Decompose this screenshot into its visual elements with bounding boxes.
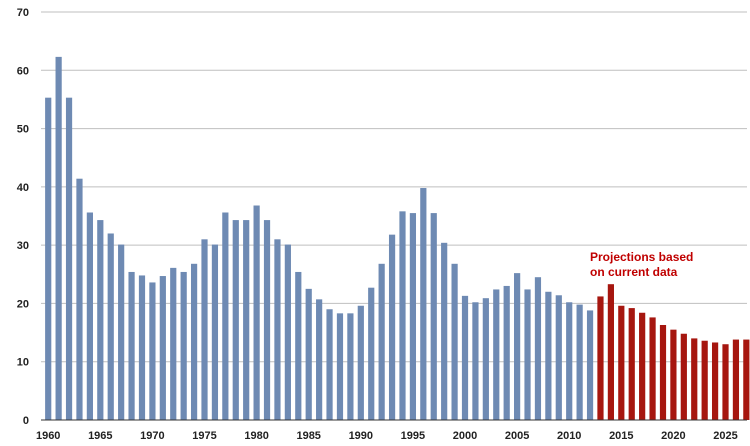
- x-tick-label: 2005: [505, 430, 529, 442]
- x-axis-ticks: 1960 1965 1970 1975 1980 1985 1990 1995 2000 2005…: [36, 430, 738, 442]
- bar-1989: [347, 313, 354, 420]
- bar-2008: [545, 291, 552, 420]
- projection-bar-2017: [639, 312, 646, 420]
- y-tick-label: 60: [17, 65, 29, 77]
- projection-bar-2020: [670, 329, 677, 420]
- bar-2002: [482, 298, 489, 420]
- projection-bar-2023: [701, 340, 708, 420]
- bar-1975: [201, 239, 208, 420]
- bar-1963: [76, 178, 83, 420]
- x-tick-label: 2025: [713, 430, 737, 442]
- bar-1976: [211, 244, 219, 420]
- projection-bar-2027: [743, 339, 750, 420]
- projection-bar-2021: [680, 333, 687, 420]
- bar-1992: [378, 263, 385, 420]
- bar-1961: [55, 56, 62, 420]
- bar-1999: [451, 263, 458, 420]
- x-tick-label: 1995: [401, 430, 425, 442]
- projection-bar-2019: [659, 324, 667, 420]
- bar-1974: [190, 263, 198, 420]
- projection-bar-2013: [597, 296, 604, 420]
- bar-1995: [409, 213, 417, 420]
- bar-2010: [566, 302, 573, 420]
- y-axis-ticks: 0 10 20 30 40 50 60 70: [17, 7, 29, 427]
- bar-1970: [149, 282, 156, 420]
- x-tick-label: 1985: [296, 430, 320, 442]
- bar-1969: [138, 275, 146, 420]
- bar-2006: [524, 289, 531, 420]
- bars: [45, 56, 750, 421]
- x-tick-label: 2010: [557, 430, 581, 442]
- bar-1964: [86, 212, 93, 420]
- y-tick-label: 0: [23, 415, 29, 427]
- bar-1965: [97, 220, 104, 420]
- bar-2012: [586, 310, 594, 420]
- bar-1984: [295, 271, 302, 420]
- bar-1985: [305, 288, 312, 420]
- bar-1962: [65, 97, 73, 421]
- x-tick-label: 2000: [453, 430, 477, 442]
- projection-annotation-line-2: on current data: [590, 265, 678, 279]
- bar-1978: [232, 220, 239, 420]
- bar-2003: [493, 289, 500, 420]
- bar-2007: [534, 277, 542, 420]
- x-tick-label: 1990: [349, 430, 373, 442]
- x-tick-label: 2015: [609, 430, 633, 442]
- bar-1987: [326, 309, 333, 420]
- y-tick-label: 20: [17, 298, 29, 310]
- x-tick-label: 1965: [88, 430, 112, 442]
- projection-bar-2025: [722, 344, 729, 420]
- bar-1990: [357, 305, 364, 420]
- y-tick-label: 10: [17, 357, 29, 369]
- bar-1966: [107, 233, 114, 420]
- projection-bar-2026: [732, 339, 740, 420]
- bar-1960: [45, 97, 52, 421]
- bar-1968: [128, 271, 135, 420]
- projection-bar-2024: [711, 342, 719, 420]
- bar-1967: [118, 244, 125, 420]
- projection-bar-2018: [649, 317, 656, 420]
- y-tick-label: 40: [17, 182, 29, 194]
- bar-2009: [555, 295, 562, 420]
- bar-1971: [159, 276, 166, 420]
- bar-1994: [399, 211, 406, 420]
- bar-1988: [336, 313, 344, 420]
- bar-2005: [514, 273, 521, 420]
- bar-2011: [576, 304, 583, 420]
- bar-1983: [284, 244, 291, 420]
- bar-2001: [472, 302, 479, 420]
- bar-1998: [441, 242, 448, 420]
- projection-bar-2016: [628, 308, 635, 420]
- x-tick-label: 1980: [244, 430, 268, 442]
- projection-bar-2022: [691, 338, 698, 420]
- projection-bar-2014: [607, 284, 614, 420]
- bar-1980: [253, 205, 260, 420]
- bar-1997: [430, 213, 437, 420]
- bar-2000: [461, 295, 469, 420]
- bar-1996: [420, 188, 427, 420]
- bar-1977: [222, 212, 229, 420]
- bar-1981: [263, 220, 271, 420]
- projection-bar-2015: [618, 305, 625, 420]
- x-tick-label: 1970: [140, 430, 164, 442]
- bar-1986: [316, 299, 323, 420]
- bar-1972: [170, 267, 177, 420]
- y-tick-label: 70: [17, 7, 29, 19]
- bar-1991: [368, 287, 375, 420]
- bar-2004: [503, 285, 510, 420]
- bar-1982: [274, 239, 281, 420]
- projection-annotation-line-1: Projections based: [590, 250, 693, 264]
- bar-1979: [243, 220, 250, 420]
- y-tick-label: 30: [17, 240, 29, 252]
- x-tick-label: 1975: [192, 430, 216, 442]
- x-tick-label: 2020: [661, 430, 685, 442]
- x-tick-label: 1960: [36, 430, 60, 442]
- y-tick-label: 50: [17, 124, 29, 136]
- bar-1973: [180, 271, 187, 420]
- bar-1993: [388, 234, 396, 420]
